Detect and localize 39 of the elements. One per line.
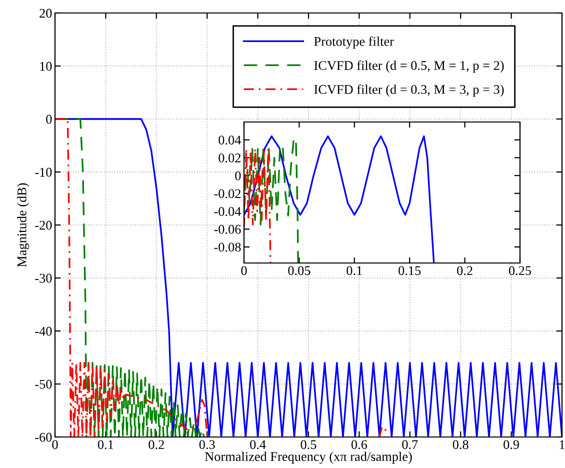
x-tick-label: 0.3 (199, 440, 215, 450)
y-tick-label: -0.06 (214, 224, 241, 234)
x-tick-label: 0.25 (508, 266, 532, 276)
legend-label: Prototype filter (314, 36, 394, 49)
y-tick-label: 0 (46, 114, 52, 124)
y-tick-label: -0.04 (214, 207, 242, 216)
x-tick-label: 0.2 (148, 440, 164, 450)
y-tick-label: -40 (35, 326, 52, 336)
y-tick-label: -50 (35, 380, 52, 389)
x-tick-label: 0 (52, 440, 58, 450)
legend-label: ICVFD filter (d = 0.3, M = 3, p = 3) (314, 84, 504, 97)
x-tick-label: 0.1 (98, 440, 114, 450)
x-tick-label: 0.05 (288, 266, 310, 276)
x-tick-label: 0.6 (351, 440, 368, 450)
x-tick-label: 0.7 (402, 440, 418, 450)
y-tick-label: 0 (235, 171, 241, 180)
x-tick-label: 0.8 (452, 440, 468, 450)
y-tick-label: -0.08 (214, 242, 241, 252)
y-tick-label: 20 (40, 8, 52, 18)
y-tick-label: -10 (35, 168, 52, 177)
y-tick-label: -20 (35, 220, 52, 230)
y-axis-title: Magnitude (dB) (17, 183, 30, 267)
x-tick-label: 0.9 (504, 440, 520, 450)
x-tick-label: 1 (560, 440, 565, 449)
legend-label: ICVFD filter (d = 0.5, M = 1, p = 2) (314, 60, 504, 73)
y-tick-label: 0.04 (218, 136, 242, 145)
x-axis-title: Normalized Frequency (xπ rad/sample) (204, 452, 412, 464)
y-tick-label: 0.02 (218, 154, 240, 162)
line-series (244, 135, 435, 263)
x-tick-label: 0.5 (300, 440, 316, 450)
x-tick-label: 0.15 (398, 266, 421, 276)
y-tick-label: -30 (35, 274, 52, 283)
line-series (244, 148, 272, 263)
x-tick-label: 0.1 (346, 266, 362, 276)
y-tick-label: -0.02 (214, 189, 240, 198)
x-tick-label: 0.4 (250, 440, 266, 450)
x-tick-label: 0.2 (457, 266, 472, 276)
y-tick-label: -60 (35, 432, 52, 442)
y-tick-label: 10 (40, 62, 52, 71)
